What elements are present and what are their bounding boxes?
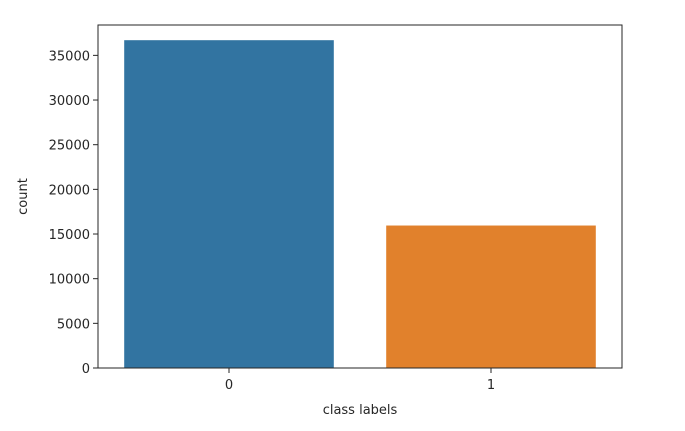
bar-0	[124, 40, 334, 368]
x-axis-label: class labels	[323, 403, 398, 418]
x-tick-label-1: 1	[487, 378, 495, 393]
y-tick-label-30000: 30000	[49, 94, 90, 109]
y-tick-label-35000: 35000	[49, 49, 90, 64]
y-tick-label-0: 0	[82, 362, 90, 377]
y-axis-ticks: 0 5000 10000 15000 20000 25000 30000 35000	[49, 49, 98, 377]
bar-1	[386, 225, 596, 368]
y-tick-label-15000: 15000	[49, 228, 90, 243]
x-tick-label-0: 0	[225, 378, 233, 393]
y-tick-label-20000: 20000	[49, 183, 90, 198]
y-tick-label-5000: 5000	[57, 317, 90, 332]
y-tick-label-10000: 10000	[49, 273, 90, 288]
y-axis-label: count	[16, 178, 31, 215]
y-tick-label-25000: 25000	[49, 139, 90, 154]
plot-frame	[97, 24, 623, 369]
bars-group	[124, 40, 596, 368]
